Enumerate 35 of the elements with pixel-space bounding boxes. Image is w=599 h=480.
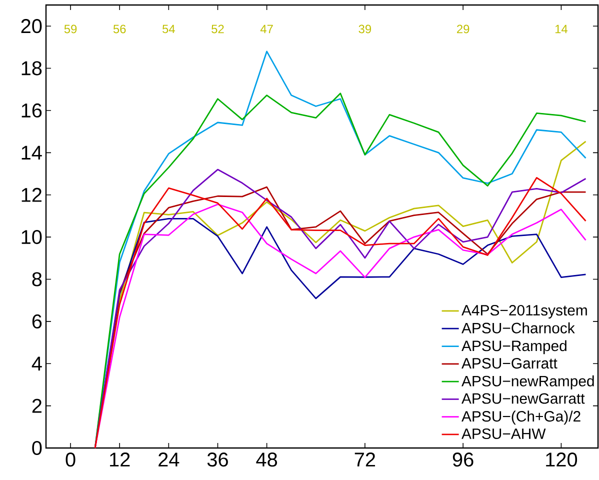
legend-label: APSU−AHW — [462, 428, 546, 440]
y-tick-label: 18 — [22, 61, 42, 76]
y-tick-label: 8 — [32, 272, 42, 286]
y-tick-label: 0 — [32, 440, 42, 456]
x-tick-label: 0 — [66, 452, 76, 467]
y-tick-label: 12 — [22, 188, 42, 202]
y-tick-label: 6 — [32, 314, 42, 328]
x-tick-label: 12 — [110, 452, 130, 466]
legend-label: APSU−Garratt — [462, 358, 558, 369]
x-tick-label: 36 — [207, 452, 228, 467]
y-tick-label: 10 — [22, 230, 42, 244]
annotation: 56 — [113, 24, 126, 34]
x-tick-label: 72 — [354, 452, 376, 466]
y-tick-label: 20 — [21, 19, 42, 34]
annotation: 47 — [260, 24, 273, 34]
y-tick-label: 2 — [32, 398, 42, 413]
x-tick-label: 96 — [452, 452, 474, 467]
x-tick-label: 24 — [158, 452, 180, 466]
legend-label: A4PS−2011system — [462, 304, 587, 319]
y-tick-label: 16 — [22, 103, 42, 118]
y-tick-label: 14 — [22, 146, 42, 160]
y-tick-label: 4 — [32, 356, 42, 370]
x-tick-label: 120 — [546, 452, 578, 467]
x-tick-label: 48 — [256, 452, 278, 467]
legend-label: APSU−(Ch+Ga)/2 — [462, 410, 580, 425]
annotation: 14 — [555, 24, 568, 34]
annotation: 29 — [457, 24, 470, 34]
legend-label: APSU−Ramped — [462, 340, 566, 354]
annotation: 54 — [162, 24, 175, 34]
legend-label: APSU−Charnock — [462, 322, 575, 334]
legend-label: APSU−newRamped — [462, 375, 594, 390]
annotation: 52 — [212, 24, 224, 34]
annotation: 39 — [358, 24, 372, 34]
annotation: 59 — [64, 24, 77, 34]
legend-label: APSU−newGarratt — [462, 393, 585, 404]
